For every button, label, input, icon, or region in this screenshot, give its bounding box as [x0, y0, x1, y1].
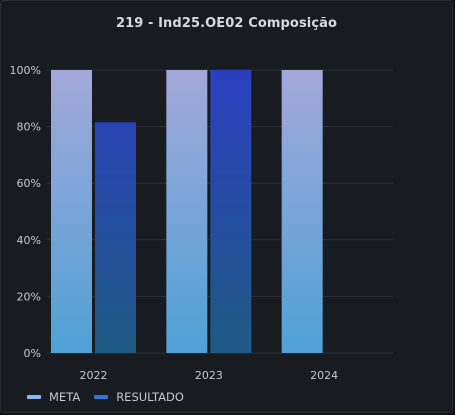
- x-tick-label: 2023: [195, 369, 223, 382]
- bar-meta-2023: [166, 70, 208, 353]
- y-tick-label: 80%: [17, 121, 41, 134]
- y-tick-label: 0%: [24, 347, 41, 360]
- bar-resultado-2023: [210, 70, 252, 353]
- x-tick-label: 2022: [80, 369, 108, 382]
- bar-meta-2022: [51, 70, 92, 353]
- legend-swatch: [94, 395, 109, 399]
- y-tick-label: 60%: [17, 177, 41, 190]
- panel-title: 219 - Ind25.OE02 Composição: [115, 15, 338, 31]
- chart-legend: META RESULTADO: [27, 390, 184, 404]
- legend-item-meta[interactable]: META: [27, 390, 80, 404]
- bar-meta-2024: [281, 70, 323, 353]
- panel-header: 219 - Ind25.OE02 Composição: [1, 1, 452, 45]
- legend-swatch: [27, 395, 41, 399]
- x-tick-label: 2024: [310, 369, 338, 382]
- y-tick-label: 20%: [17, 290, 41, 303]
- y-tick-label: 40%: [17, 234, 41, 247]
- legend-item-resultado[interactable]: RESULTADO: [94, 390, 184, 404]
- legend-label: RESULTADO: [116, 390, 184, 404]
- legend-label: META: [49, 390, 81, 404]
- y-tick-label: 100%: [10, 64, 41, 77]
- bar-resultado-2022: [95, 122, 136, 353]
